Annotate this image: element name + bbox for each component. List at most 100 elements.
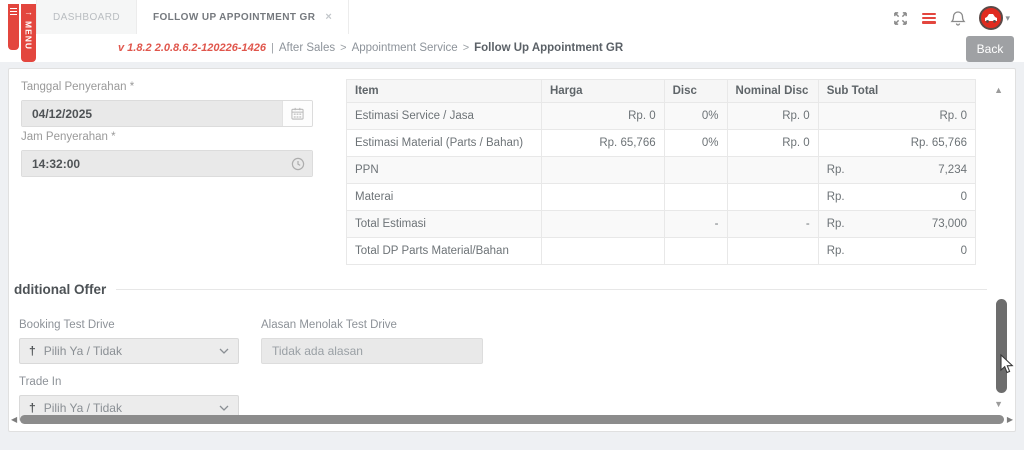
arrow-right-icon: →: [24, 7, 33, 17]
table-header-row: Item Harga Disc Nominal Disc Sub Total: [346, 79, 977, 103]
additional-offer-section: dditional Offer Booking Test Drive † Pil…: [9, 282, 987, 421]
tab-label: FOLLOW UP APPOINTMENT GR: [152, 11, 316, 23]
cell-disc: [663, 183, 728, 211]
clock-icon[interactable]: [284, 151, 312, 176]
cell-item: Materai: [346, 183, 542, 211]
breadcrumb-separator: |: [271, 42, 274, 54]
tab-close-icon[interactable]: ×: [325, 11, 333, 23]
scroll-left-arrow[interactable]: ◀: [11, 415, 18, 424]
cell-sub-prefix: Rp.: [826, 218, 845, 230]
cell-disc: 0%: [663, 102, 728, 130]
menu-collapse-button[interactable]: [8, 4, 19, 50]
tab-dashboard[interactable]: DASHBOARD: [36, 0, 137, 34]
alasan-menolak-label: Alasan Menolak Test Drive: [261, 319, 397, 331]
cell-sub-value: 7,234: [938, 164, 967, 176]
cell-sub-value: 0: [960, 245, 967, 257]
cell-disc: [663, 156, 728, 184]
cell-nominal: Rp. 0: [726, 129, 819, 157]
tab-label: DASHBOARD: [53, 11, 120, 23]
alasan-menolak-field: Alasan Menolak Test Drive Tidak ada alas…: [261, 319, 483, 364]
cell-item: PPN: [346, 156, 542, 184]
menu-list-icon[interactable]: [921, 10, 937, 26]
cell-disc: 0%: [663, 129, 728, 157]
content-card: Tanggal Penyerahan * 04/12/2025 Jam Peny…: [8, 68, 1016, 432]
vertical-scrollbar-thumb[interactable]: [996, 299, 1007, 393]
breadcrumb-chevron: >: [462, 42, 470, 54]
selected-value: Pilih Ya / Tidak: [43, 344, 122, 358]
booking-test-drive-field: Booking Test Drive † Pilih Ya / Tidak: [19, 319, 239, 364]
cell-harga: [540, 237, 665, 265]
table-row: Estimasi Service / Jasa Rp. 0 0% Rp. 0 R…: [346, 102, 977, 130]
estimation-table: Item Harga Disc Nominal Disc Sub Total E…: [346, 79, 977, 265]
trade-in-label: Trade In: [19, 376, 62, 388]
cell-sub-value: 73,000: [931, 218, 967, 230]
cell-harga: [540, 210, 665, 238]
cell-sub-value: Rp. 65,766: [910, 137, 967, 149]
select-prefix-icon: †: [29, 344, 36, 358]
tanggal-penyerahan-input[interactable]: 04/12/2025: [22, 101, 282, 126]
cell-harga: [540, 183, 665, 211]
tab-follow-up-appointment-gr[interactable]: FOLLOW UP APPOINTMENT GR ×: [136, 0, 350, 34]
breadcrumb-chevron: >: [340, 42, 347, 54]
cell-sub-prefix: Rp.: [826, 191, 845, 203]
jam-penyerahan-input[interactable]: 14:32:00: [22, 151, 284, 176]
tab-bar: DASHBOARD FOLLOW UP APPOINTMENT GR ×: [36, 0, 350, 34]
cell-nominal: Rp. 0: [726, 102, 819, 130]
cell-disc: [663, 237, 728, 265]
scroll-up-arrow[interactable]: ▲: [994, 85, 1003, 95]
cell-harga: [540, 156, 665, 184]
table-row: PPN Rp. 7,234: [346, 156, 977, 184]
tanggal-penyerahan-field: Tanggal Penyerahan * 04/12/2025: [21, 81, 313, 127]
cell-harga: Rp. 0: [540, 102, 665, 130]
back-button[interactable]: Back: [966, 36, 1014, 62]
version-text: v 1.8.2 2.0.8.6.2-120226-1426: [118, 42, 267, 54]
breadcrumb-after-sales[interactable]: After Sales: [278, 42, 336, 54]
cell-item: Estimasi Service / Jasa: [346, 102, 542, 130]
cell-nominal: [726, 156, 819, 184]
breadcrumb-current-page: Follow Up Appointment GR: [474, 42, 624, 54]
col-item: Item: [346, 79, 542, 103]
user-menu[interactable]: ▾: [979, 6, 1010, 30]
alasan-menolak-input[interactable]: Tidak ada alasan: [261, 338, 483, 364]
tanggal-penyerahan-label: Tanggal Penyerahan *: [21, 81, 135, 93]
col-sub-total: Sub Total: [817, 79, 977, 103]
cell-nominal: [726, 183, 819, 211]
scroll-down-arrow[interactable]: ▼: [994, 399, 1003, 409]
breadcrumb: v 1.8.2 2.0.8.6.2-120226-1426 | After Sa…: [0, 34, 1024, 62]
top-right-icons: ▾: [892, 6, 1010, 30]
table-row: Estimasi Material (Parts / Bahan) Rp. 65…: [346, 129, 977, 157]
hamburger-icon: [10, 8, 17, 15]
table-row: Total Estimasi - - Rp. 73,000: [346, 210, 977, 238]
horizontal-scrollbar[interactable]: ◀ ▶: [11, 413, 1013, 426]
cell-nominal: -: [726, 210, 819, 238]
booking-test-drive-label: Booking Test Drive: [19, 319, 115, 331]
col-nominal-disc: Nominal Disc: [726, 79, 819, 103]
cell-sub-prefix: Rp.: [826, 245, 845, 257]
cell-disc: -: [663, 210, 728, 238]
cell-nominal: [726, 237, 819, 265]
calendar-icon[interactable]: [282, 101, 312, 126]
breadcrumb-appointment-service[interactable]: Appointment Service: [351, 42, 458, 54]
col-disc: Disc: [663, 79, 728, 103]
booking-test-drive-select[interactable]: † Pilih Ya / Tidak: [19, 338, 239, 364]
chevron-down-icon: ▾: [1005, 12, 1010, 23]
scroll-right-arrow[interactable]: ▶: [1006, 415, 1013, 424]
cell-sub-prefix: Rp.: [826, 164, 845, 176]
user-avatar-car-icon: [979, 6, 1004, 30]
cell-item: Total Estimasi: [346, 210, 542, 238]
fullscreen-icon[interactable]: [892, 10, 908, 26]
menu-label: MENU: [23, 21, 34, 51]
menu-button[interactable]: → MENU: [21, 4, 36, 62]
cell-sub-value: 0: [960, 191, 967, 203]
jam-penyerahan-label: Jam Penyerahan *: [21, 131, 116, 143]
horizontal-scrollbar-thumb[interactable]: [20, 415, 1004, 424]
chevron-down-icon: [219, 348, 229, 354]
notifications-bell-icon[interactable]: [950, 10, 966, 26]
menu-ribbon[interactable]: → MENU: [8, 4, 36, 62]
cell-item: Total DP Parts Material/Bahan: [346, 237, 542, 265]
additional-offer-title: dditional Offer: [14, 282, 107, 297]
table-row: Total DP Parts Material/Bahan Rp. 0: [346, 237, 977, 265]
chevron-down-icon: [219, 405, 229, 411]
cell-harga: Rp. 65,766: [540, 129, 665, 157]
